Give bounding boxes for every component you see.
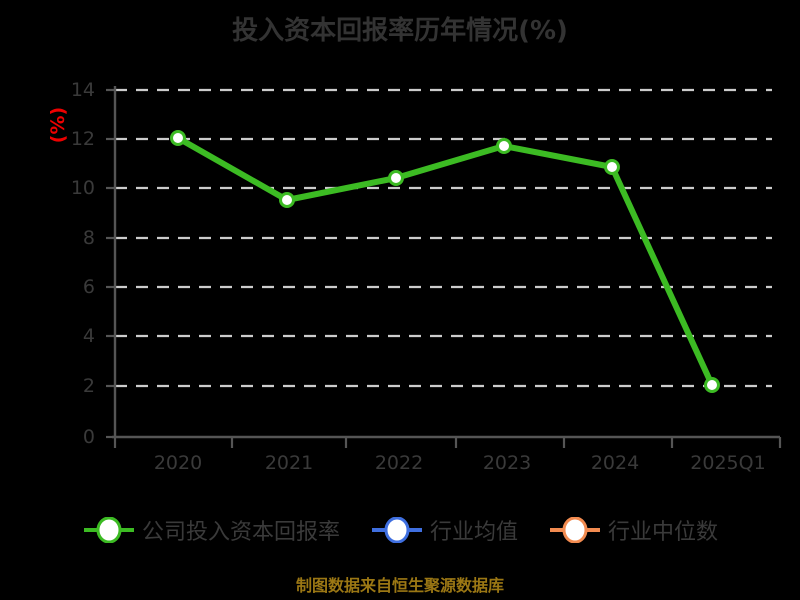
series-markers-company	[170, 130, 720, 393]
legend-label-industry-median: 行业中位数	[608, 520, 719, 545]
page-title: 投入资本回报率历年情况(%)	[232, 16, 568, 46]
y-tick-label-8: 8	[82, 227, 95, 249]
x-tick-label-2022: 2022	[374, 452, 424, 474]
legend-label-industry-mean: 行业均值	[429, 520, 518, 545]
data-point-2023	[496, 138, 512, 154]
legend-item-industry-mean[interactable]: 行业均值	[370, 514, 518, 546]
legend-marker-green-icon	[83, 517, 134, 543]
x-tick-label-2024: 2024	[590, 452, 640, 474]
data-point-2024	[604, 159, 620, 175]
y-tick-label-4: 4	[82, 325, 95, 347]
legend-marker-blue-icon	[371, 517, 422, 543]
series-line-company	[175, 135, 715, 388]
legend-item-company[interactable]: 公司投入资本回报率	[82, 514, 340, 546]
y-tick-label-10: 10	[70, 177, 95, 199]
legend-label-company: 公司投入资本回报率	[141, 520, 340, 545]
chart-legend: 公司投入资本回报率 行业均值 行业中位数	[0, 514, 800, 546]
legend-item-industry-median[interactable]: 行业中位数	[548, 514, 718, 546]
legend-marker-orange-icon	[550, 517, 600, 543]
x-tick-label-2023: 2023	[482, 452, 532, 474]
y-tick-label-6: 6	[82, 276, 95, 298]
data-point-2022	[388, 170, 404, 186]
data-point-2021	[279, 192, 295, 208]
x-tick-label-2020: 2020	[153, 452, 203, 474]
y-tick-label-14: 14	[70, 79, 95, 101]
data-point-2025Q1	[704, 377, 720, 393]
data-point-2020	[170, 130, 186, 146]
y-tick-label-12: 12	[70, 128, 95, 150]
y-tick-label-0: 0	[82, 426, 95, 448]
x-tick-marks	[113, 437, 782, 448]
x-tick-label-2025Q1: 2025Q1	[690, 452, 766, 474]
data-source-note: 制图数据来自恒生聚源数据库	[295, 576, 504, 595]
y-tick-marks	[106, 88, 115, 439]
y-tick-label-2: 2	[82, 375, 95, 397]
gridlines	[115, 88, 772, 388]
x-tick-label-2021: 2021	[264, 452, 314, 474]
